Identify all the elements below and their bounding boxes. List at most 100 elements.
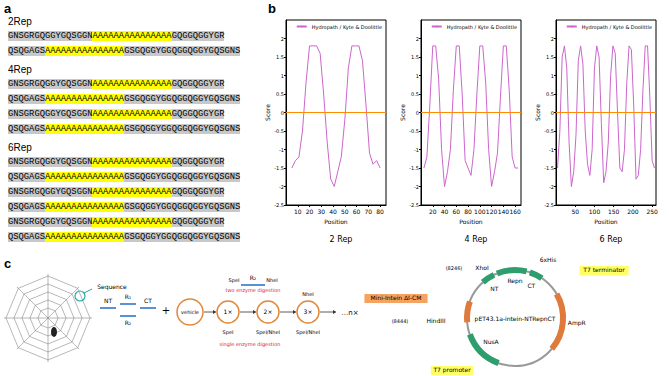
svg-text:XhoI: XhoI bbox=[475, 264, 489, 271]
svg-text:-0.5: -0.5 bbox=[274, 128, 284, 134]
svg-text:-1.5: -1.5 bbox=[544, 165, 554, 171]
html-text:2Rep: 2Rep bbox=[8, 16, 32, 27]
svg-text:140: 140 bbox=[498, 208, 510, 215]
svg-text:30: 30 bbox=[317, 208, 325, 215]
svg-text:1.5: 1.5 bbox=[411, 54, 419, 60]
svg-text:1: 1 bbox=[281, 73, 284, 79]
svg-text:150: 150 bbox=[608, 208, 620, 215]
svg-text:-1: -1 bbox=[279, 147, 284, 153]
svg-text:Position: Position bbox=[459, 218, 483, 225]
svg-text:SpeI: SpeI bbox=[223, 329, 234, 336]
svg-text:0: 0 bbox=[281, 110, 284, 116]
svg-text:-2.5: -2.5 bbox=[544, 202, 554, 208]
svg-text:200: 200 bbox=[627, 208, 639, 215]
svg-text:250: 250 bbox=[646, 208, 658, 215]
svg-text:(8246): (8246) bbox=[446, 265, 463, 271]
svg-text:Repn: Repn bbox=[507, 277, 522, 285]
svg-text:Score: Score bbox=[399, 104, 406, 121]
svg-text:3×: 3× bbox=[304, 308, 313, 315]
svg-text:60: 60 bbox=[452, 208, 460, 215]
svg-text:two enzyme digestion: two enzyme digestion bbox=[225, 287, 280, 294]
svg-text:NusA: NusA bbox=[483, 338, 499, 345]
svg-text:vehicle: vehicle bbox=[181, 309, 199, 315]
svg-text:60: 60 bbox=[353, 208, 361, 215]
svg-text:NT: NT bbox=[104, 297, 112, 304]
svg-text:40: 40 bbox=[441, 208, 449, 215]
svg-text:Position: Position bbox=[594, 218, 618, 225]
svg-text:R₁: R₁ bbox=[125, 293, 132, 300]
svg-text:0.5: 0.5 bbox=[276, 91, 284, 97]
svg-text:…n×: …n× bbox=[341, 309, 358, 317]
svg-text:2 Rep: 2 Rep bbox=[330, 235, 353, 244]
svg-text:-2.5: -2.5 bbox=[409, 202, 419, 208]
svg-text:40: 40 bbox=[329, 208, 337, 215]
svg-text:50: 50 bbox=[341, 208, 349, 215]
svg-text:SpeI: SpeI bbox=[229, 277, 240, 284]
svg-text:1.5: 1.5 bbox=[546, 54, 554, 60]
svg-text:2×: 2× bbox=[264, 308, 273, 315]
svg-text:-1: -1 bbox=[414, 147, 419, 153]
svg-text:Position: Position bbox=[324, 218, 348, 225]
svg-text:80: 80 bbox=[376, 208, 384, 215]
svg-text:120: 120 bbox=[486, 208, 498, 215]
svg-text:1: 1 bbox=[416, 73, 419, 79]
svg-text:1×: 1× bbox=[224, 308, 233, 315]
svg-text:0: 0 bbox=[551, 110, 554, 116]
svg-text:-2: -2 bbox=[279, 184, 284, 190]
svg-text:6xHis: 6xHis bbox=[540, 256, 557, 263]
svg-text:NheI: NheI bbox=[266, 277, 277, 283]
svg-text:70: 70 bbox=[365, 208, 373, 215]
svg-text:single enzyme digestion: single enzyme digestion bbox=[220, 341, 281, 348]
svg-text:SpeI/NheI: SpeI/NheI bbox=[256, 329, 280, 336]
svg-text:1: 1 bbox=[551, 73, 554, 79]
svg-text:-1: -1 bbox=[549, 147, 554, 153]
svg-text:pET43.1a-intein-NTRepnCT: pET43.1a-intein-NTRepnCT bbox=[475, 315, 556, 323]
svg-text:-1.5: -1.5 bbox=[409, 165, 419, 171]
svg-text:-0.5: -0.5 bbox=[409, 128, 419, 134]
svg-text:Sequence: Sequence bbox=[97, 283, 127, 291]
svg-text:Hydropath / Kyte & Doolittle: Hydropath / Kyte & Doolittle bbox=[447, 24, 517, 31]
svg-text:CT: CT bbox=[527, 282, 535, 289]
svg-text:6 Rep: 6 Rep bbox=[600, 235, 623, 244]
svg-text:HindIII: HindIII bbox=[426, 317, 445, 324]
html-text:4Rep: 4Rep bbox=[8, 64, 32, 75]
svg-text:-2: -2 bbox=[549, 184, 554, 190]
svg-text:Mini-Intein ΔI-CM: Mini-Intein ΔI-CM bbox=[371, 294, 422, 301]
svg-text:-0.5: -0.5 bbox=[544, 128, 554, 134]
svg-text:(8444): (8444) bbox=[392, 318, 409, 324]
svg-text:c: c bbox=[4, 256, 11, 271]
svg-text:R₂: R₂ bbox=[125, 319, 132, 326]
svg-text:Hydropath / Kyte & Doolittle: Hydropath / Kyte & Doolittle bbox=[312, 24, 382, 31]
svg-text:0.5: 0.5 bbox=[546, 91, 554, 97]
svg-text:SpeI/NheI: SpeI/NheI bbox=[296, 329, 320, 336]
svg-text:Hydropath / Kyte & Doolittle: Hydropath / Kyte & Doolittle bbox=[582, 24, 652, 31]
svg-text:T7 promoter: T7 promoter bbox=[432, 366, 471, 374]
svg-text:T7 terminator: T7 terminator bbox=[582, 266, 625, 273]
svg-text:AmpR: AmpR bbox=[568, 319, 586, 327]
svg-text:CT: CT bbox=[144, 297, 152, 304]
svg-text:4 Rep: 4 Rep bbox=[465, 235, 488, 244]
svg-text:20: 20 bbox=[429, 208, 437, 215]
svg-text:160: 160 bbox=[509, 208, 521, 215]
svg-text:2: 2 bbox=[281, 36, 284, 42]
svg-text:80: 80 bbox=[464, 208, 472, 215]
svg-text:2: 2 bbox=[551, 36, 554, 42]
svg-text:0.5: 0.5 bbox=[411, 91, 419, 97]
svg-text:2: 2 bbox=[416, 36, 419, 42]
svg-text:-1.5: -1.5 bbox=[274, 165, 284, 171]
svg-text:0: 0 bbox=[416, 110, 419, 116]
svg-text:R₂: R₂ bbox=[250, 274, 257, 281]
svg-text:-2: -2 bbox=[414, 184, 419, 190]
svg-text:NheI: NheI bbox=[302, 291, 313, 297]
svg-text:50: 50 bbox=[571, 208, 579, 215]
svg-text:NT: NT bbox=[490, 285, 498, 292]
svg-text:Score: Score bbox=[264, 104, 271, 121]
svg-text:100: 100 bbox=[589, 208, 601, 215]
svg-text:1.5: 1.5 bbox=[276, 54, 284, 60]
svg-text:10: 10 bbox=[294, 208, 302, 215]
svg-text:+: + bbox=[162, 305, 170, 316]
svg-text:20: 20 bbox=[306, 208, 314, 215]
svg-text:100: 100 bbox=[474, 208, 486, 215]
svg-text:-2.5: -2.5 bbox=[274, 202, 284, 208]
svg-text:Score: Score bbox=[534, 104, 541, 121]
